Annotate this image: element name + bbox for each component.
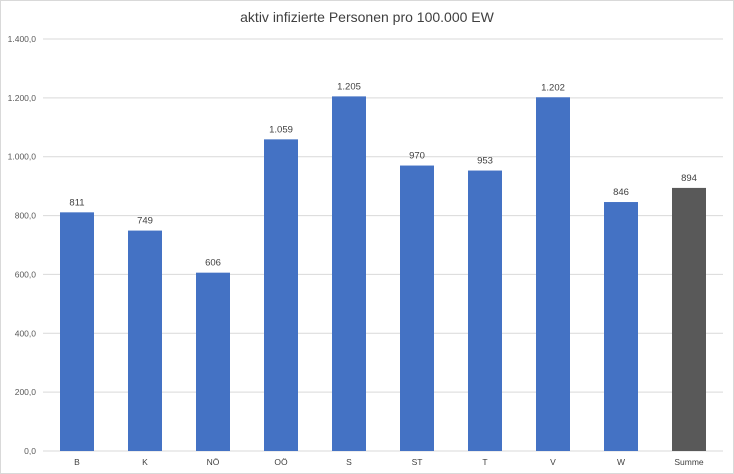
data-label: 970 (409, 151, 425, 162)
y-tick-label: 400,0 (15, 328, 37, 338)
y-tick-label: 800,0 (15, 211, 37, 221)
bar (128, 230, 162, 451)
x-tick-label: NÖ (207, 457, 220, 467)
data-label: 894 (681, 173, 697, 184)
data-label: 749 (137, 216, 153, 227)
y-tick-label: 1.000,0 (8, 152, 37, 162)
x-tick-label: S (346, 457, 352, 467)
data-label: 1.205 (337, 81, 361, 92)
bar (196, 272, 230, 451)
x-tick-label: T (482, 457, 487, 467)
x-tick-label: K (142, 457, 148, 467)
bar (332, 96, 366, 451)
x-tick-label: OÖ (274, 457, 288, 467)
bar (468, 170, 502, 451)
data-label: 1.202 (541, 82, 565, 93)
chart-title: aktiv infizierte Personen pro 100.000 EW (240, 9, 494, 25)
data-label: 953 (477, 156, 493, 167)
x-tick-label: V (550, 457, 556, 467)
y-tick-label: 1.200,0 (8, 93, 37, 103)
bar (60, 212, 94, 451)
bar (604, 202, 638, 451)
data-label: 606 (205, 258, 221, 269)
y-tick-label: 600,0 (15, 269, 37, 279)
data-label: 1.059 (269, 124, 293, 135)
y-tick-label: 1.400,0 (8, 34, 37, 44)
bar (400, 165, 434, 452)
x-tick-label: Summe (674, 457, 704, 467)
data-label: 811 (69, 197, 84, 208)
x-tick-label: W (617, 457, 625, 467)
data-label: 846 (613, 187, 629, 198)
x-tick-label: ST (412, 457, 423, 467)
x-tick-label: B (74, 457, 80, 467)
bar (536, 97, 570, 452)
bar (264, 139, 298, 451)
y-tick-label: 200,0 (15, 387, 37, 397)
y-tick-label: 0,0 (24, 446, 36, 456)
bar-total (672, 187, 706, 451)
